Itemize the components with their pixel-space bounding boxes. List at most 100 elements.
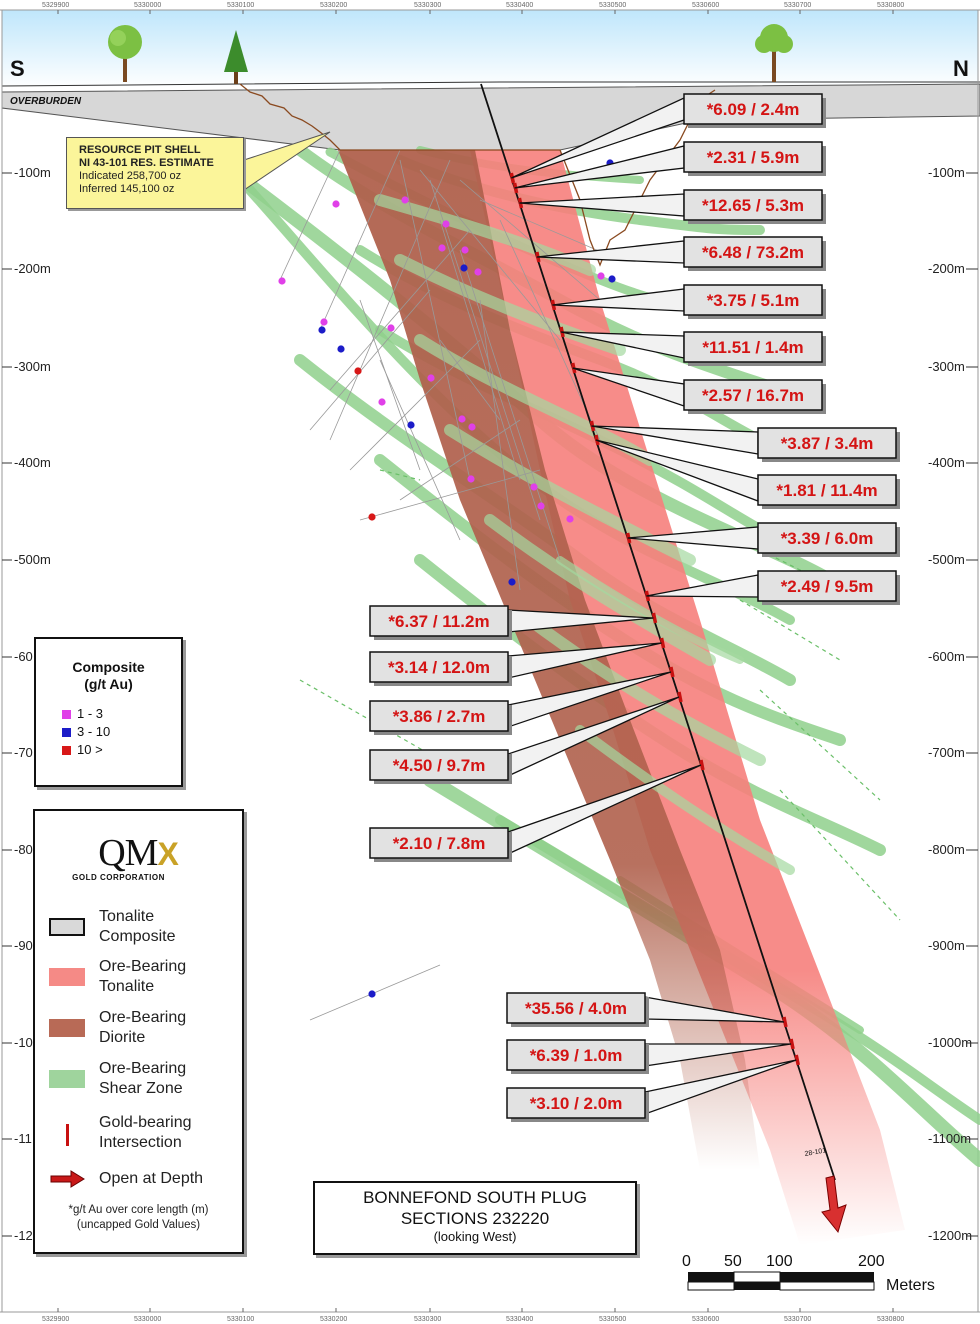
composite-samples — [278, 159, 616, 998]
sample-dot — [368, 513, 376, 521]
sky — [2, 10, 978, 88]
depth-label: -60 — [14, 649, 33, 664]
callout-box — [683, 331, 823, 363]
pit-note-line1: RESOURCE PIT SHELL — [79, 144, 201, 156]
intersection-label: *35.56 / 4.0m — [525, 999, 627, 1018]
sample-dot — [442, 220, 450, 228]
intersection-label: *1.81 / 11.4m — [776, 481, 877, 500]
sample-dot — [378, 398, 386, 406]
sample-dot — [427, 374, 435, 382]
scale-label-0: 0 — [682, 1253, 691, 1270]
callout-box — [683, 141, 823, 173]
sample-dot — [537, 502, 545, 510]
sample-dot — [461, 246, 469, 254]
callout-box — [369, 749, 509, 781]
scale-bar: 0 50 100 200 Meters — [682, 1253, 935, 1294]
sample-dot — [468, 423, 476, 431]
sample-dot — [401, 196, 409, 204]
coord-tick-bottom: 5330200 — [320, 1316, 347, 1323]
depth-label: -400m — [928, 455, 965, 470]
callout-box — [683, 236, 823, 268]
overburden-label: OVERBURDEN — [10, 96, 82, 107]
depth-label: -700m — [928, 745, 965, 760]
pit-note-line3: Indicated 258,700 oz — [79, 170, 182, 182]
logo-text: QM — [98, 832, 158, 874]
depth-label: -500m — [14, 552, 51, 567]
scale-label-200: 200 — [858, 1253, 885, 1270]
depth-label: -600m — [928, 649, 965, 664]
composite-item-label: 1 - 3 — [77, 706, 104, 721]
gold-intersection-icon — [49, 1124, 85, 1146]
coord-tick-top: 5330600 — [692, 2, 719, 9]
depth-label: -300m — [14, 359, 51, 374]
tonalite-swatch — [49, 918, 85, 936]
qmx-logo: QMX GOLD CORPORATION — [35, 832, 242, 882]
callout-box — [369, 651, 509, 683]
callout-box — [757, 474, 897, 506]
magenta-swatch — [62, 709, 71, 719]
legend-item-label: Open at Depth — [99, 1170, 204, 1187]
intersection-label: *2.49 / 9.5m — [781, 577, 874, 596]
sample-dot — [387, 324, 395, 332]
intersection-label: *3.14 / 12.0m — [388, 658, 490, 677]
pit-note-line2: NI 43-101 RES. ESTIMATE — [79, 157, 214, 169]
coord-tick-top: 5330700 — [784, 2, 811, 9]
logo-subtitle: GOLD CORPORATION — [72, 873, 165, 882]
composite-title: Composite — [72, 659, 145, 675]
sample-dot — [438, 244, 446, 252]
callout-box — [757, 522, 897, 554]
north-label: N — [953, 56, 969, 81]
depth-label: -10 — [14, 1035, 33, 1050]
sample-dot — [530, 483, 538, 491]
sample-dot — [566, 515, 574, 523]
section-title: BONNEFOND SOUTH PLUG — [363, 1188, 587, 1207]
coord-tick-top: 5330300 — [414, 2, 441, 9]
sample-dot — [320, 318, 328, 326]
legend-item-shear-zone: Ore-Bearing Shear Zone — [49, 1059, 186, 1099]
intersection-mark — [794, 1054, 800, 1066]
intersection-callouts: *6.09 / 2.4m *2.31 / 5.9m *12.65 / 5.3m *6.… — [369, 93, 900, 1122]
coord-tick-top: 5329900 — [42, 2, 69, 9]
depth-label: -800m — [928, 842, 965, 857]
legend-item-tonalite-composite: Tonalite Composite — [49, 907, 175, 947]
pit-note-pointer — [243, 131, 331, 191]
sample-dot — [597, 272, 605, 280]
arrow-right-icon — [49, 1170, 85, 1188]
coordinate-ticks: 5329900 5329900 5330000 5330000 5330100 53301… — [42, 2, 904, 1323]
depth-label: -11 — [14, 1131, 32, 1146]
intersection-label: *6.37 / 11.2m — [388, 612, 489, 631]
intersection-mark — [651, 612, 658, 624]
main-drill-hole — [480, 83, 836, 1181]
sample-dot — [467, 475, 475, 483]
legend-item-label: Ore-Bearing Diorite — [99, 1009, 187, 1046]
intersection-label: *3.86 / 2.7m — [393, 707, 486, 726]
coord-tick-top: 5330000 — [134, 2, 161, 9]
coord-tick-bottom: 5330800 — [877, 1316, 904, 1323]
coord-tick-top: 5330800 — [877, 2, 904, 9]
depth-label: -80 — [14, 842, 33, 857]
composite-item-label: 3 - 10 — [77, 724, 111, 739]
intersection-label: *4.50 / 9.7m — [393, 756, 486, 775]
depth-label: -300m — [928, 359, 965, 374]
coord-tick-bottom: 5330600 — [692, 1316, 719, 1323]
coord-tick-top: 5330500 — [599, 2, 626, 9]
intersection-label: *12.65 / 5.3m — [702, 196, 804, 215]
callout-box — [757, 427, 897, 459]
drill-traces — [279, 149, 621, 1021]
sample-dot — [278, 277, 286, 285]
south-label: S — [10, 56, 25, 81]
intersection-label: *11.51 / 1.4m — [702, 338, 803, 357]
coord-tick-bottom: 5330300 — [414, 1316, 441, 1323]
sample-dot — [474, 268, 482, 276]
callout-box — [757, 570, 897, 602]
legend-item-open-at-depth: Open at Depth — [49, 1169, 203, 1189]
legend-item-ore-tonalite: Ore-Bearing Tonalite — [49, 957, 186, 997]
sample-dot — [407, 421, 415, 429]
composite-item-label: 10 > — [77, 742, 103, 757]
depth-label: -1000m — [928, 1035, 972, 1050]
intersection-label: *6.48 / 73.2m — [702, 243, 804, 262]
depth-label: -200m — [928, 261, 965, 276]
callout-box — [369, 827, 509, 859]
pine-tree-icon — [224, 30, 248, 84]
sample-dot — [368, 990, 376, 998]
